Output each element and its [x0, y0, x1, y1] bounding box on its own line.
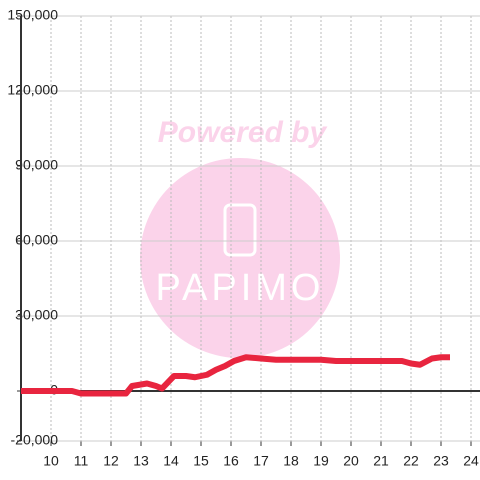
x-tick-label: 16 [223, 453, 239, 469]
x-tick-label: 10 [43, 453, 59, 469]
watermark-text: Powered by [158, 116, 328, 149]
x-tick-label: 23 [433, 453, 449, 469]
y-tick-label: 60,000 [15, 232, 58, 248]
y-tick-label: 120,000 [7, 82, 58, 98]
x-tick-label: 20 [343, 453, 359, 469]
y-tick-label: -20,000 [11, 432, 59, 448]
x-tick-label: 22 [403, 453, 419, 469]
y-tick-label: 150,000 [7, 7, 58, 23]
y-tick-label: 30,000 [15, 307, 58, 323]
watermark-phone [223, 203, 257, 257]
x-tick-label: 18 [283, 453, 299, 469]
x-tick-label: 24 [463, 453, 479, 469]
line [21, 354, 450, 397]
x-tick-label: 11 [74, 453, 89, 469]
x-tick-label: 14 [163, 453, 179, 469]
watermark: Powered by PAPIMO [140, 116, 340, 358]
x-tick-label: 19 [313, 453, 329, 469]
x-tick-label: 12 [103, 453, 119, 469]
x-tick-label: 13 [133, 453, 149, 469]
watermark-circle [140, 158, 340, 358]
watermark-logo: PAPIMO [156, 267, 325, 309]
x-tick-label: 15 [193, 453, 209, 469]
x-tick-label: 21 [373, 453, 389, 469]
x-tick-label: 17 [253, 453, 269, 469]
y-tick-label: 90,000 [15, 157, 58, 173]
